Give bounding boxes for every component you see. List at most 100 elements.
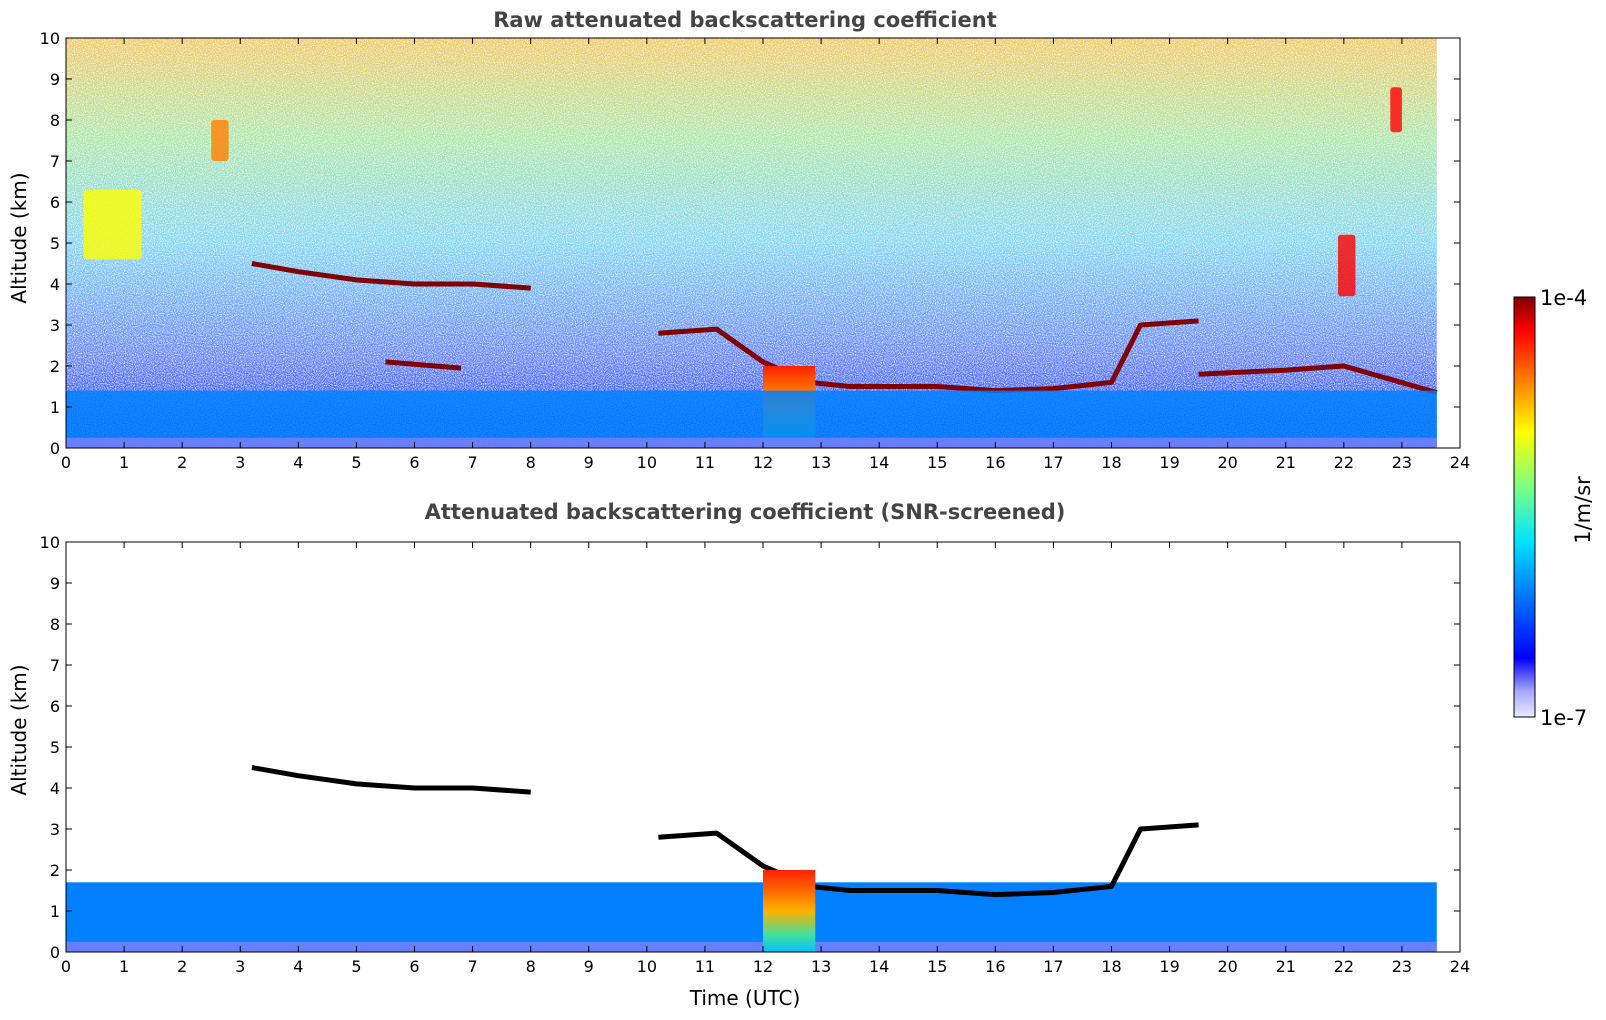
- cloud-layer-0: [251, 261, 531, 291]
- x-tick-label-6: 6: [409, 453, 419, 472]
- x-tick-label-17: 17: [1043, 453, 1063, 472]
- x-tick-label-13: 13: [811, 453, 831, 472]
- y-tick-label-3: 3: [50, 316, 60, 335]
- raw-noise-speckle: [66, 38, 1437, 448]
- raw-panel-title: Raw attenuated backscattering coefficien…: [493, 8, 997, 32]
- y-tick-label-7: 7: [50, 152, 60, 171]
- raw-backscatter-panel: Raw attenuated backscattering coefficien…: [7, 8, 1470, 472]
- x-tick-label-14: 14: [869, 453, 889, 472]
- x-tick-label-22: 22: [1334, 957, 1354, 976]
- x-tick-label-3: 3: [235, 453, 245, 472]
- x-tick-label-4: 4: [293, 453, 303, 472]
- y-tick-label-0: 0: [50, 439, 60, 458]
- precipitation-shaft-3: [763, 870, 816, 952]
- y-tick-label-4: 4: [50, 275, 60, 294]
- y-tick-label-8: 8: [50, 111, 60, 130]
- x-tick-label-9: 9: [584, 957, 594, 976]
- x-tick-label-21: 21: [1276, 453, 1296, 472]
- x-tick-label-19: 19: [1159, 453, 1179, 472]
- x-tick-label-1: 1: [119, 453, 129, 472]
- y-tick-label-2: 2: [50, 861, 60, 880]
- boundary-layer-0-surface: [66, 941, 1437, 952]
- y-tick-label-2: 2: [50, 357, 60, 376]
- x-tick-label-18: 18: [1101, 957, 1121, 976]
- x-tick-label-21: 21: [1276, 957, 1296, 976]
- x-tick-label-10: 10: [637, 453, 657, 472]
- x-tick-label-16: 16: [985, 453, 1005, 472]
- boundary-layer-9-surface: [66, 437, 1437, 448]
- x-tick-label-24: 24: [1450, 957, 1470, 976]
- x-tick-label-9: 9: [584, 453, 594, 472]
- x-tick-label-1: 1: [119, 957, 129, 976]
- x-tick-label-10: 10: [637, 957, 657, 976]
- colorbar-gradient: [1513, 296, 1536, 718]
- cloud-layer-2: [658, 318, 1199, 394]
- y-tick-label-9: 9: [50, 574, 60, 593]
- x-tick-label-12: 12: [753, 957, 773, 976]
- x-tick-label-7: 7: [467, 453, 477, 472]
- x-tick-label-2: 2: [177, 453, 187, 472]
- snr-x-axis-label: Time (UTC): [689, 986, 801, 1010]
- x-tick-label-7: 7: [467, 957, 477, 976]
- raw-y-axis-label: Altitude (km): [7, 172, 31, 303]
- x-tick-label-23: 23: [1392, 453, 1412, 472]
- x-tick-label-14: 14: [869, 957, 889, 976]
- snr-axes: 0 1 2 3 4 5 6 7 8 9 10 11 12 13 14 15 16 17 18 19 20 21 22 23 24…: [40, 533, 1471, 976]
- cloud-layer-3: [1198, 363, 1438, 396]
- cloud-layer-2: [658, 822, 1199, 898]
- x-tick-label-8: 8: [526, 957, 536, 976]
- y-tick-label-3: 3: [50, 820, 60, 839]
- x-tick-label-15: 15: [927, 453, 947, 472]
- cirrus-8: [1390, 87, 1402, 133]
- y-tick-label-10: 10: [40, 533, 60, 552]
- colorbar-max-label: 1e-4: [1540, 286, 1587, 310]
- y-tick-label-6: 6: [50, 697, 60, 716]
- y-tick-label-1: 1: [50, 902, 60, 921]
- y-tick-label-10: 10: [40, 29, 60, 48]
- colorbar-min-label: 1e-7: [1540, 706, 1587, 730]
- y-tick-label-4: 4: [50, 779, 60, 798]
- colorbar-unit-label: 1/m/sr: [1571, 476, 1595, 544]
- x-tick-label-11: 11: [695, 957, 715, 976]
- x-tick-label-19: 19: [1159, 957, 1179, 976]
- raw-heatmap-area: [66, 38, 1438, 448]
- cirrus-5: [83, 189, 142, 260]
- boundary-layer-0: [66, 882, 1437, 952]
- x-tick-label-20: 20: [1217, 453, 1237, 472]
- x-tick-label-17: 17: [1043, 957, 1063, 976]
- snr-heatmap-area: [66, 765, 1437, 952]
- colorbar: 1e-4 1e-7 1/m/sr: [1513, 286, 1595, 730]
- cirrus-7: [1338, 234, 1356, 297]
- x-tick-label-6: 6: [409, 957, 419, 976]
- y-tick-label-9: 9: [50, 70, 60, 89]
- cirrus-6: [211, 120, 229, 161]
- snr-screened-panel: Attenuated backscattering coefficient (S…: [7, 500, 1470, 1010]
- x-tick-label-3: 3: [235, 957, 245, 976]
- x-tick-label-5: 5: [351, 453, 361, 472]
- cloud-layer-1: [385, 359, 462, 371]
- x-tick-label-0: 0: [61, 957, 71, 976]
- y-tick-label-5: 5: [50, 234, 60, 253]
- x-tick-label-4: 4: [293, 957, 303, 976]
- x-tick-label-20: 20: [1217, 957, 1237, 976]
- x-tick-label-5: 5: [351, 957, 361, 976]
- y-tick-label-8: 8: [50, 615, 60, 634]
- x-tick-label-15: 15: [927, 957, 947, 976]
- y-tick-label-0: 0: [50, 943, 60, 962]
- x-tick-label-22: 22: [1334, 453, 1354, 472]
- x-tick-label-8: 8: [526, 453, 536, 472]
- x-tick-label-0: 0: [61, 453, 71, 472]
- x-tick-label-23: 23: [1392, 957, 1412, 976]
- y-tick-label-6: 6: [50, 193, 60, 212]
- x-tick-label-11: 11: [695, 453, 715, 472]
- x-tick-label-24: 24: [1450, 453, 1470, 472]
- x-tick-label-18: 18: [1101, 453, 1121, 472]
- snr-y-axis-label: Altitude (km): [7, 664, 31, 795]
- raw-axes: 0 1 2 3 4 5 6 7 8 9 10 11 12 13 14 15 16 17 18 19 20 21 22 23 24…: [40, 29, 1471, 472]
- snr-panel-title: Attenuated backscattering coefficient (S…: [425, 500, 1066, 524]
- cloud-layer-1: [251, 765, 531, 795]
- x-tick-label-12: 12: [753, 453, 773, 472]
- y-tick-label-1: 1: [50, 398, 60, 417]
- x-tick-label-2: 2: [177, 957, 187, 976]
